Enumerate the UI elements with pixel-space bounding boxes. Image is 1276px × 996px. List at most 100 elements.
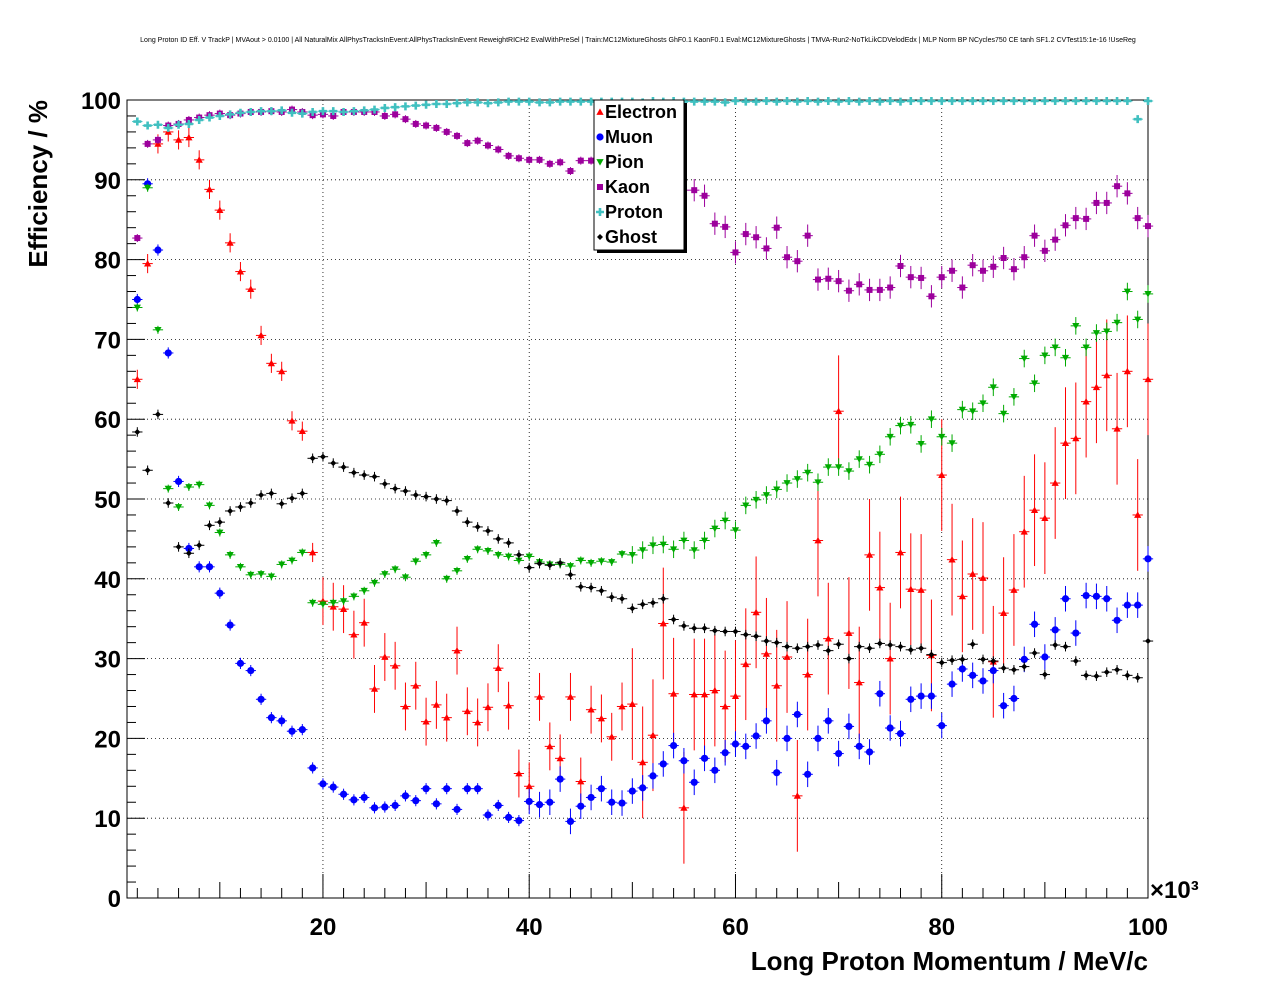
ghost-point xyxy=(649,599,656,606)
ghost-point xyxy=(402,488,409,495)
ghost-point xyxy=(1062,643,1069,650)
legend-label-proton: Proton xyxy=(605,202,663,222)
proton-point xyxy=(587,97,596,106)
pion-point xyxy=(422,551,430,559)
proton-point xyxy=(731,97,740,105)
pion-point xyxy=(690,547,698,554)
muon-point xyxy=(649,772,657,780)
kaon-point xyxy=(1145,223,1151,230)
proton-point xyxy=(504,97,513,106)
kaon-point xyxy=(423,122,430,129)
pion-point xyxy=(1082,344,1090,351)
ghost-point xyxy=(691,625,698,632)
pion-point xyxy=(133,304,141,312)
ghost-point xyxy=(784,643,791,650)
electron-point xyxy=(546,742,554,750)
proton-point xyxy=(318,107,327,116)
muon-point xyxy=(525,797,533,806)
proton-point xyxy=(525,97,534,106)
pion-point xyxy=(339,598,348,605)
proton-point xyxy=(896,97,905,106)
muon-point xyxy=(556,775,564,783)
kaon-point xyxy=(495,146,502,153)
kaon-point xyxy=(691,187,698,194)
electron-point xyxy=(731,692,740,699)
pion-point xyxy=(608,559,616,566)
legend-marker-kaon xyxy=(597,184,603,190)
kaon-point xyxy=(979,267,986,274)
x-tick-label: 80 xyxy=(928,914,955,941)
kaon-point xyxy=(546,160,553,167)
kaon-point xyxy=(1134,215,1141,222)
proton-point xyxy=(741,97,750,106)
proton-point xyxy=(690,97,699,106)
pion-point xyxy=(762,492,771,499)
muon-point xyxy=(855,742,863,750)
muon-point xyxy=(917,692,925,700)
muon-point xyxy=(463,785,471,793)
ghost-point xyxy=(722,628,729,635)
electron-point xyxy=(257,331,265,339)
kaon-point xyxy=(732,249,739,256)
pion-point xyxy=(381,571,389,578)
pion-point xyxy=(205,502,214,509)
pion-point xyxy=(639,547,647,554)
pion-point xyxy=(700,537,709,545)
electron-point xyxy=(422,718,430,725)
pion-point xyxy=(669,546,678,553)
ghost-point xyxy=(227,507,234,514)
y-tick-label: 100 xyxy=(81,88,121,115)
kaon-point xyxy=(484,142,491,149)
kaon-point xyxy=(897,262,904,269)
proton-point xyxy=(1009,97,1018,105)
ghost-point xyxy=(1031,650,1038,657)
ghost-point xyxy=(526,564,533,571)
proton-point xyxy=(958,97,967,105)
muon-point xyxy=(391,801,399,810)
legend-label-pion: Pion xyxy=(605,152,644,172)
pion-point xyxy=(453,567,461,575)
y-tick-label: 60 xyxy=(94,407,121,434)
ghost-point xyxy=(278,500,285,507)
kaon-point xyxy=(990,263,997,270)
electron-point xyxy=(608,733,616,740)
pion-point xyxy=(504,553,513,561)
electron-point xyxy=(504,702,513,709)
proton-point xyxy=(494,98,503,107)
proton-point xyxy=(257,107,266,116)
muon-point xyxy=(1000,702,1008,710)
kaon-point xyxy=(938,274,945,281)
proton-point xyxy=(824,97,833,105)
proton-point xyxy=(1133,115,1142,124)
electron-point xyxy=(370,685,379,692)
muon-point xyxy=(267,714,275,722)
y-axis-label: Efficiency / % xyxy=(23,100,53,268)
electron-point xyxy=(577,777,585,785)
x-axis-label: Long Proton Momentum / MeV/c xyxy=(751,946,1148,976)
y-tick-label: 50 xyxy=(94,487,121,514)
pion-point xyxy=(236,563,245,571)
kaon-point xyxy=(433,124,440,131)
pion-point xyxy=(1051,344,1059,351)
proton-point xyxy=(1102,97,1111,105)
muon-point xyxy=(587,793,595,802)
ghost-point xyxy=(949,657,956,664)
muon-point xyxy=(690,778,698,786)
pion-point xyxy=(185,484,193,491)
pion-point xyxy=(164,485,172,493)
ghost-point xyxy=(464,519,471,526)
pion-point xyxy=(1092,330,1101,337)
muon-point xyxy=(474,785,482,793)
pion-point xyxy=(154,326,162,334)
proton-point xyxy=(700,97,709,106)
ghost-point xyxy=(1114,666,1121,673)
electron-point xyxy=(205,185,214,193)
electron-point xyxy=(133,375,141,383)
legend-label-electron: Electron xyxy=(605,102,677,122)
kaon-point xyxy=(753,234,760,241)
muon-point xyxy=(886,724,894,732)
pion-point xyxy=(144,184,152,192)
proton-point xyxy=(143,121,152,130)
electron-point xyxy=(288,417,296,424)
muon-point xyxy=(948,680,956,688)
